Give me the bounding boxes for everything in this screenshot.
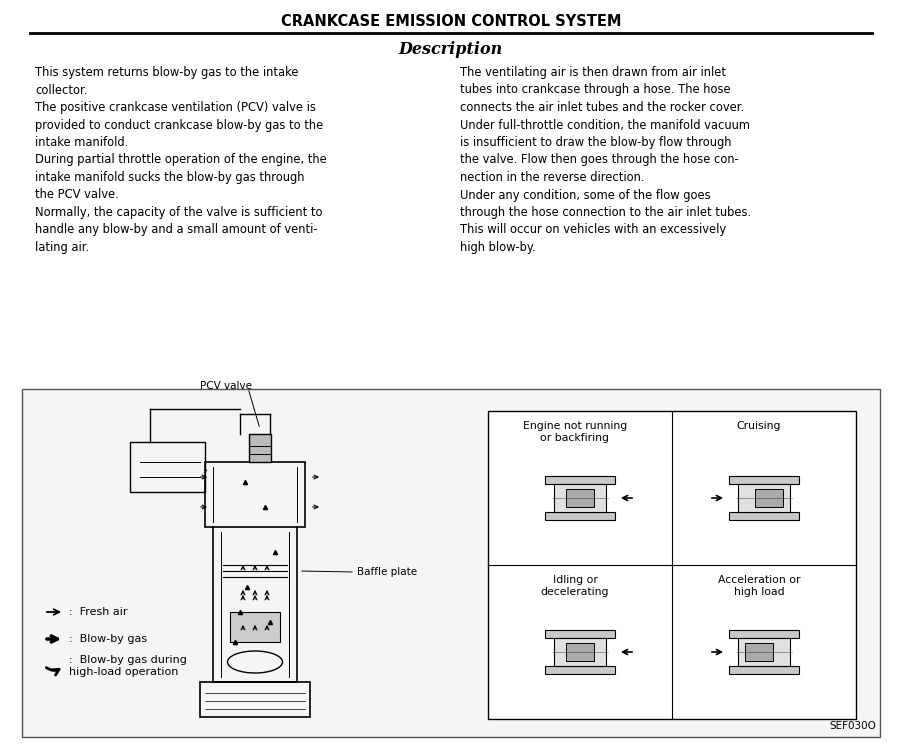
Bar [738, 484, 790, 512]
Text: PCV valve: PCV valve [200, 381, 252, 391]
Bar [205, 462, 305, 527]
Text: SEF030O: SEF030O [829, 721, 876, 731]
Text: :  Fresh air: : Fresh air [69, 607, 127, 617]
Bar [729, 666, 799, 674]
Bar [729, 512, 799, 520]
Bar [729, 630, 799, 638]
Bar [566, 489, 594, 507]
Bar [22, 389, 880, 737]
Bar [545, 512, 615, 520]
Text: :  Blow-by gas: : Blow-by gas [69, 634, 147, 644]
Bar [745, 643, 773, 661]
Text: Engine not running
or backfiring: Engine not running or backfiring [523, 421, 627, 443]
Text: Baffle plate: Baffle plate [357, 567, 417, 577]
Bar [130, 442, 205, 492]
Bar [488, 411, 856, 719]
Text: Cruising: Cruising [737, 421, 781, 431]
Text: CRANKCASE EMISSION CONTROL SYSTEM: CRANKCASE EMISSION CONTROL SYSTEM [281, 13, 621, 28]
Bar [545, 630, 615, 638]
Bar [249, 434, 271, 462]
Text: This system returns blow-by gas to the intake
collector.
The positive crankcase : This system returns blow-by gas to the i… [35, 66, 327, 254]
Text: The ventilating air is then drawn from air inlet
tubes into crankcase through a : The ventilating air is then drawn from a… [460, 66, 751, 254]
Text: Description: Description [399, 40, 503, 58]
Bar [230, 612, 280, 642]
Bar [755, 489, 783, 507]
Bar [729, 476, 799, 484]
Text: Acceleration or
high load: Acceleration or high load [718, 575, 800, 598]
Bar [545, 476, 615, 484]
Text: :  Blow-by gas during
high-load operation: : Blow-by gas during high-load operation [69, 655, 187, 677]
Bar [554, 638, 606, 666]
Bar [554, 484, 606, 512]
Text: Idling or
decelerating: Idling or decelerating [541, 575, 609, 598]
Bar [738, 638, 790, 666]
Bar [566, 643, 594, 661]
Bar [200, 682, 310, 717]
Bar [545, 666, 615, 674]
